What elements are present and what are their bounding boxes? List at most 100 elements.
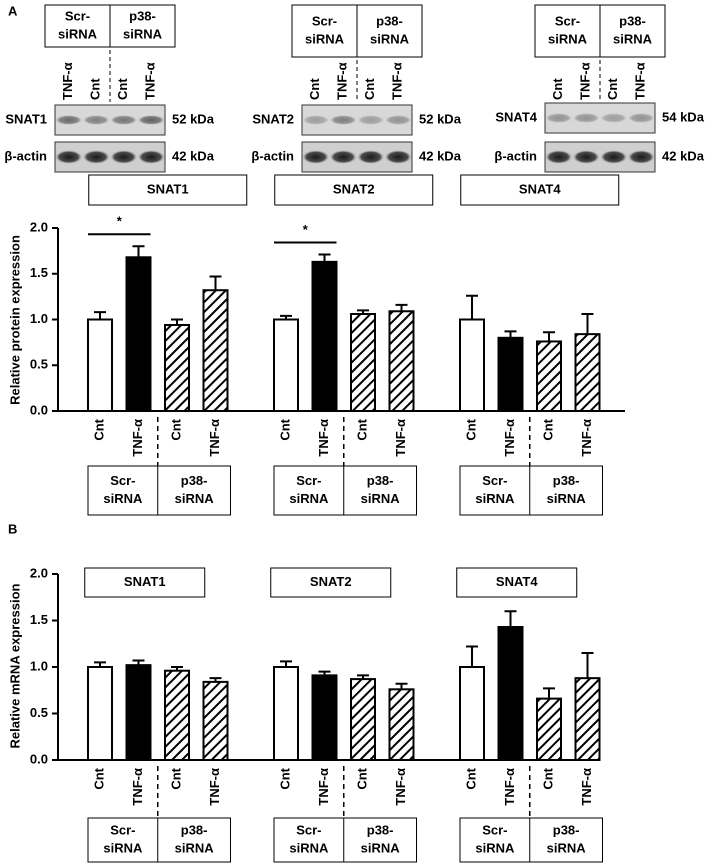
sirna-box <box>459 465 603 516</box>
x-tick-label: TNF-α <box>316 768 331 806</box>
blot-band <box>600 150 628 164</box>
error-bar <box>581 652 594 679</box>
x-tick-label: TNF-α <box>579 768 594 806</box>
group-box <box>456 567 578 598</box>
group-label: SNAT1 <box>147 181 189 196</box>
x-tick-label: TNF-α <box>393 768 408 806</box>
sirna-label: siRNA <box>123 26 163 41</box>
lane-label: TNF-α <box>633 62 648 100</box>
x-tick-label: TNF-α <box>502 768 517 806</box>
error-bar <box>132 659 145 666</box>
x-tick-label: Cnt <box>354 767 369 789</box>
sirna-label: Scr- <box>110 822 135 837</box>
x-tick-label: TNF-α <box>130 419 145 457</box>
blot-kda: 54 kDa <box>662 109 705 124</box>
blot-band <box>600 113 628 123</box>
sirna-label: p38- <box>181 473 208 488</box>
blot-band <box>82 150 110 164</box>
blot-band <box>627 113 655 123</box>
lane-label: Cnt <box>88 78 103 100</box>
bar <box>125 664 152 762</box>
y-tick-label: 1.5 <box>30 612 48 627</box>
blot-band <box>302 150 330 164</box>
sirna-box <box>87 817 231 863</box>
lane-label: TNF-α <box>143 62 158 100</box>
sirna-box <box>459 817 603 863</box>
bar <box>350 313 376 413</box>
blot-kda: 42 kDa <box>172 148 215 163</box>
sirna-label: p38- <box>376 13 403 28</box>
blot-label: β-actin <box>494 148 537 163</box>
x-tick-label: TNF-α <box>207 419 222 457</box>
y-tick-label: 1.5 <box>30 265 48 280</box>
x-tick-label: Cnt <box>91 418 106 440</box>
lane-label: TNF-α <box>60 62 75 100</box>
panel-label: B <box>8 521 17 536</box>
lane-label: Cnt <box>550 78 565 100</box>
y-tick-label: 1.0 <box>30 658 48 673</box>
sirna-label: siRNA <box>547 491 587 506</box>
sirna-label: siRNA <box>175 491 215 506</box>
sirna-box <box>273 465 417 516</box>
sirna-label: siRNA <box>58 26 98 41</box>
blot-band <box>110 150 138 164</box>
group-box <box>274 174 434 206</box>
lane-label: TNF-α <box>578 62 593 100</box>
error-bar <box>94 661 106 667</box>
lane-label: Cnt <box>605 78 620 100</box>
sirna-label: p38- <box>553 473 580 488</box>
x-tick-label: TNF-α <box>579 419 594 457</box>
bar <box>87 318 113 412</box>
blot-band <box>82 115 110 125</box>
sirna-label: siRNA <box>289 840 329 855</box>
sirna-label: Scr- <box>312 13 337 28</box>
sirna-label: p38- <box>619 13 646 28</box>
sirna-label: Scr- <box>110 473 135 488</box>
significance-label: * <box>303 222 309 237</box>
x-tick-label: TNF-α <box>393 419 408 457</box>
blot-band <box>137 115 165 125</box>
y-tick-label: 0.5 <box>30 705 48 720</box>
sirna-label: siRNA <box>175 840 215 855</box>
blot-band <box>572 113 600 123</box>
blot-band <box>384 150 412 164</box>
bar <box>536 340 562 412</box>
bar <box>202 680 229 762</box>
error-bar <box>318 253 331 262</box>
error-bar <box>504 330 517 338</box>
blot-band <box>55 150 83 164</box>
blot-label: SNAT1 <box>5 111 47 126</box>
error-bar <box>209 275 222 291</box>
x-tick-label: Cnt <box>277 767 292 789</box>
blot-band <box>545 150 573 164</box>
group-box <box>88 174 248 206</box>
blot-kda: 52 kDa <box>419 111 462 126</box>
sirna-label: Scr- <box>296 822 321 837</box>
lane-label: TNF-α <box>390 62 405 100</box>
group-box <box>460 174 620 206</box>
bar <box>497 626 524 762</box>
error-bar <box>581 313 594 335</box>
blot-band <box>55 115 83 125</box>
sirna-label: siRNA <box>361 491 401 506</box>
y-axis-label: Relative protein expression <box>7 235 22 405</box>
x-tick-label: Cnt <box>463 418 478 440</box>
sirna-label: siRNA <box>289 491 329 506</box>
group-label: SNAT2 <box>310 574 352 589</box>
error-bar <box>357 309 369 315</box>
blot-band <box>357 115 385 125</box>
y-tick-label: 0.5 <box>30 357 48 372</box>
significance-label: * <box>117 214 123 229</box>
y-tick-label: 0.0 <box>30 402 48 417</box>
sirna-label: p38- <box>129 8 156 23</box>
group-box <box>270 567 392 598</box>
group-label: SNAT4 <box>519 181 561 196</box>
blot-label: β-actin <box>4 148 47 163</box>
blot-band <box>384 115 412 125</box>
x-tick-label: Cnt <box>540 418 555 440</box>
sirna-label: siRNA <box>361 840 401 855</box>
blot-label: SNAT4 <box>495 109 537 124</box>
sirna-label: Scr- <box>482 473 507 488</box>
x-tick-label: Cnt <box>463 767 478 789</box>
error-bar <box>543 331 555 342</box>
